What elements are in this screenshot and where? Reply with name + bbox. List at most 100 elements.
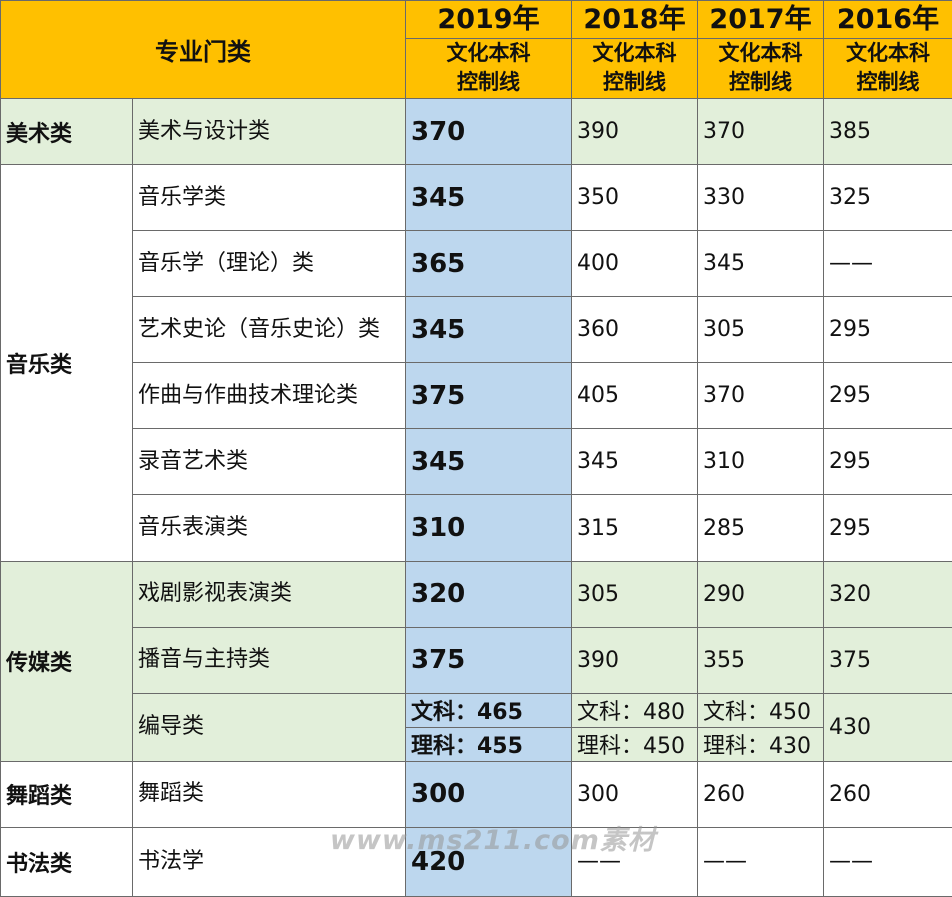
score-2016: —— [823,230,952,298]
year-header-2017: 2017年 文化本科 控制线 [697,0,824,100]
year-header-2018: 2018年 文化本科 控制线 [571,0,698,100]
score-2019-arts: 文科：465 [405,692,572,728]
header-row: 专业门类 2019年 文化本科 控制线 2018年 文化本科 控制线 2017年… [0,0,952,100]
table-row: 舞蹈类 舞蹈类 300 300 260 260 [0,760,952,828]
year-header-2019: 2019年 文化本科 控制线 [405,0,572,100]
score-2016: 295 [823,296,952,364]
score-2018-arts: 文科：480 [571,692,698,728]
subtitle-line2: 控制线 [457,70,520,95]
score-2018: 300 [571,760,698,828]
score-2017: 330 [697,164,824,232]
table-row: 播音与主持类 375 390 355 375 [0,626,952,694]
score-2017: 285 [697,494,824,562]
score-2017: 290 [697,560,824,628]
score-2017: 370 [697,362,824,430]
score-2016: 430 [823,692,952,762]
score-2019: 320 [405,560,572,628]
score-2018-science: 理科：450 [571,726,698,762]
major-cell: 音乐表演类 [132,494,406,562]
major-cell: 艺术史论（音乐史论）类 [132,296,406,364]
table-row: 理科：455 理科：450 理科：430 [0,726,952,762]
score-2018: 405 [571,362,698,430]
score-2017: 370 [697,98,824,166]
major-cell: 舞蹈类 [132,760,406,828]
major-cell: 播音与主持类 [132,626,406,694]
score-2019: 345 [405,164,572,232]
score-2016: —— [823,826,952,897]
year-label: 2019年 [406,2,571,40]
score-2018: 345 [571,428,698,496]
table-row: 传媒类 戏剧影视表演类 320 305 290 320 [0,560,952,762]
score-2016: 295 [823,494,952,562]
table-row: 音乐学（理论）类 365 400 345 —— [0,230,952,298]
score-2016: 320 [823,560,952,628]
subtitle-line1: 文化本科 [846,41,930,66]
table-row: 书法类 书法学 420 —— —— —— [0,826,952,897]
subtitle-line2: 控制线 [603,70,666,95]
major-cell: 戏剧影视表演类 [132,560,406,628]
score-2017-arts: 文科：450 [697,692,824,728]
table-row: 音乐表演类 310 315 285 295 [0,494,952,562]
score-2019: 370 [405,98,572,166]
score-2017: —— [697,826,824,897]
major-cell: 书法学 [132,826,406,897]
category-cell: 美术类 [0,98,133,166]
category-cell: 书法类 [0,826,133,897]
score-2017-science: 理科：430 [697,726,824,762]
score-2019-science: 理科：455 [405,726,572,762]
score-2018: —— [571,826,698,897]
major-cell: 编导类 [132,692,406,762]
year-header-2016: 2016年 文化本科 控制线 [823,0,952,100]
score-2016: 375 [823,626,952,694]
score-2019: 365 [405,230,572,298]
score-2018: 350 [571,164,698,232]
score-2018: 360 [571,296,698,364]
score-2017: 345 [697,230,824,298]
category-cell: 舞蹈类 [0,760,133,828]
score-2017: 355 [697,626,824,694]
major-cell: 音乐学类 [132,164,406,232]
major-category-header: 专业门类 [0,0,406,100]
score-2019: 375 [405,362,572,430]
table-row: 编导类 文科：465 文科：480 文科：450 430 [0,692,952,762]
score-2018: 400 [571,230,698,298]
major-cell: 作曲与作曲技术理论类 [132,362,406,430]
subtitle-line1: 文化本科 [446,41,531,66]
score-2016: 260 [823,760,952,828]
table-row: 音乐类 音乐学类 345 350 330 325 [0,164,952,562]
subtitle-line1: 文化本科 [718,41,803,66]
year-label: 2017年 [698,2,823,40]
score-2018: 390 [571,98,698,166]
score-2017: 305 [697,296,824,364]
table-row: 美术类 美术与设计类 370 390 370 385 [0,98,952,166]
score-2019: 375 [405,626,572,694]
major-cell: 录音艺术类 [132,428,406,496]
score-2018: 315 [571,494,698,562]
score-2018: 305 [571,560,698,628]
score-2019: 420 [405,826,572,897]
score-2016: 385 [823,98,952,166]
major-cell: 音乐学（理论）类 [132,230,406,298]
year-label: 2016年 [824,2,952,40]
score-2019: 310 [405,494,572,562]
score-2016: 325 [823,164,952,232]
score-2017: 260 [697,760,824,828]
score-2016: 295 [823,362,952,430]
subtitle-line1: 文化本科 [592,41,677,66]
score-2017: 310 [697,428,824,496]
major-cell: 美术与设计类 [132,98,406,166]
year-label: 2018年 [572,2,697,40]
subtitle-line2: 控制线 [729,70,792,95]
score-2018: 390 [571,626,698,694]
subtitle-line2: 控制线 [856,70,920,95]
table-row: 录音艺术类 345 345 310 295 [0,428,952,496]
score-2016: 295 [823,428,952,496]
table-row: 艺术史论（音乐史论）类 345 360 305 295 [0,296,952,364]
category-cell: 传媒类 [0,560,133,762]
score-2019: 345 [405,296,572,364]
table-row: 作曲与作曲技术理论类 375 405 370 295 [0,362,952,430]
score-2019: 345 [405,428,572,496]
score-2019: 300 [405,760,572,828]
category-cell: 音乐类 [0,164,133,562]
